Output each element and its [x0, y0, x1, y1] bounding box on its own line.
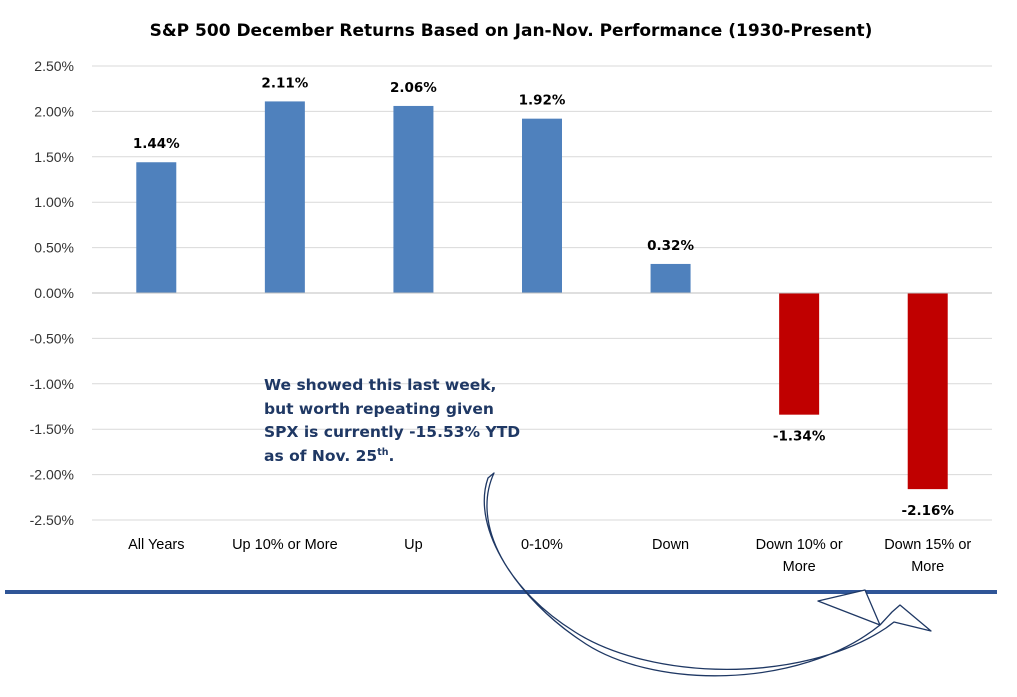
data-label: 2.06%: [390, 80, 437, 96]
y-tick-label: 0.00%: [34, 285, 74, 301]
y-tick-label: -0.50%: [30, 330, 74, 346]
annotation-line-1: We showed this last week,: [264, 376, 497, 394]
bar: [779, 293, 820, 415]
y-tick-label: -1.50%: [30, 421, 74, 437]
annotation-line-4-text: as of Nov. 25: [264, 446, 378, 465]
data-label: 1.92%: [519, 93, 566, 109]
chart-title: S&P 500 December Returns Based on Jan-No…: [150, 21, 873, 41]
category-label: Down 10% or More: [756, 537, 843, 575]
bar: [522, 118, 562, 293]
annotation-line-4: as of Nov. 25th.: [264, 445, 564, 469]
category-label: Down: [652, 537, 689, 553]
category-label: 0-10%: [521, 537, 563, 553]
bar: [264, 101, 305, 293]
y-tick-label: 2.50%: [34, 58, 74, 74]
y-tick-label: -2.50%: [30, 512, 74, 528]
bar: [650, 263, 691, 293]
x-axis-categories: All Years Up 10% or More Up 0-10% Down Down 1…: [128, 537, 971, 575]
y-tick-label: 1.00%: [34, 194, 74, 210]
y-tick-label: -1.00%: [30, 376, 74, 392]
annotation-line-2: but worth repeating given: [264, 399, 494, 418]
y-tick-label: 1.50%: [34, 149, 74, 165]
bar: [907, 293, 948, 490]
category-label: All Years: [128, 537, 184, 553]
bar: [393, 105, 434, 294]
annotation-superscript: th: [377, 446, 389, 458]
category-label: Down 15% or More: [884, 537, 971, 575]
bars: [136, 101, 948, 490]
y-axis-ticks: 2.50% 2.00% 1.50% 1.00% 0.50% 0.00% -0.50% -1.0…: [30, 58, 74, 528]
data-label: -2.16%: [901, 503, 954, 519]
y-tick-label: -2.00%: [30, 467, 74, 483]
data-label: 2.11%: [261, 75, 308, 91]
annotation-callout: We showed this last week, but worth repe…: [264, 374, 564, 468]
category-label: Up: [404, 537, 423, 553]
y-tick-label: 2.00%: [34, 103, 74, 119]
y-tick-label: 0.50%: [34, 240, 74, 256]
data-label: -1.34%: [773, 429, 826, 445]
bar: [136, 162, 177, 293]
curved-arrow-icon: [483, 472, 932, 677]
annotation-line-4-end: .: [388, 446, 395, 465]
annotation-line-3: SPX is currently -15.53% YTD: [264, 423, 521, 441]
data-label: 0.32%: [647, 238, 694, 254]
category-label: Up 10% or More: [232, 537, 338, 553]
data-label: 1.44%: [133, 136, 180, 152]
data-labels: 1.44% 2.11% 2.06% 1.92% 0.32% -1.34% -2.16%: [133, 75, 955, 519]
